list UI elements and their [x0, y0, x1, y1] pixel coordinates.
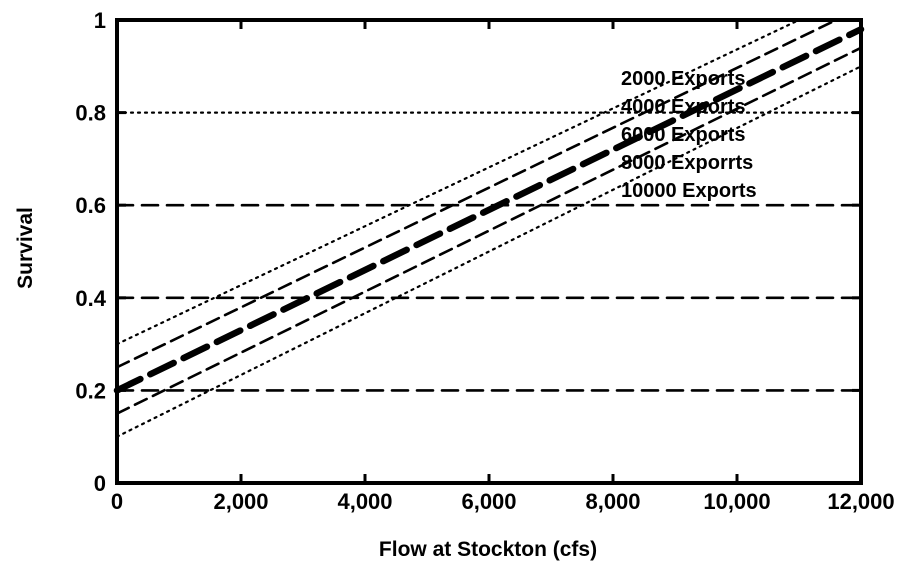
y-tick-label: 0	[94, 471, 106, 496]
x-tick-label: 8,000	[585, 489, 640, 514]
grid-lines	[115, 111, 863, 392]
series-line	[115, 65, 863, 438]
y-tick-label: 0.4	[75, 286, 106, 311]
series-line	[115, 18, 838, 369]
y-axis-title: Survival	[14, 207, 37, 289]
y-tick-label: 0.2	[75, 378, 106, 403]
x-tick-label: 4,000	[337, 489, 392, 514]
series-line	[115, 46, 863, 415]
x-tick-label: 10,000	[703, 489, 770, 514]
legend-entry: 2000 Exports	[621, 68, 746, 90]
x-tick-label: 0	[111, 489, 123, 514]
series-line	[115, 18, 801, 346]
legend-entry: 10000 Exports	[621, 180, 757, 202]
legend-entry: 4000 Exports	[621, 96, 746, 118]
legend-entry: 8000 Exporrts	[621, 152, 753, 174]
y-tick-label: 0.6	[75, 193, 106, 218]
legend: 2000 Exports 4000 Exports 6000 Exports 8000…	[621, 68, 757, 202]
x-axis-title: Flow at Stockton (cfs)	[379, 538, 597, 561]
y-tick-label: 0.8	[75, 101, 106, 126]
axis-ticks: 0 2,000 4,000 6,000 8,000 10,000 12,000 0 0.2 0.4…	[75, 8, 894, 514]
series-line	[113, 26, 865, 394]
series-lines	[113, 18, 865, 438]
y-tick-label: 1	[94, 8, 106, 33]
legend-entry: 6000 Exports	[621, 124, 746, 146]
x-tick-label: 6,000	[461, 489, 516, 514]
x-tick-label: 2,000	[213, 489, 268, 514]
x-tick-label: 12,000	[827, 489, 894, 514]
